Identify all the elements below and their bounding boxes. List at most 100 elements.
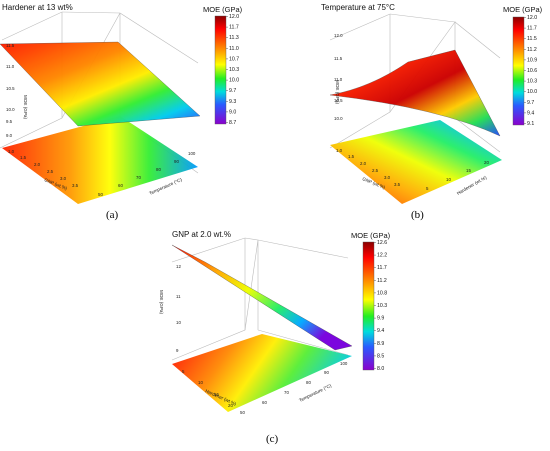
colorbar-tick-label: 9.4 [527, 110, 534, 116]
colorbar-tick-label: 11.0 [229, 46, 239, 52]
colorbar-tick-label: 12.2 [377, 253, 387, 259]
colorbar-tick-label: 10.0 [229, 78, 239, 84]
panel-c-response-surface [171, 244, 353, 351]
panel-b-y-tick: 20 [484, 160, 489, 165]
panel-b-label: (b) [411, 209, 424, 221]
panel-a: Hardener at 13 wt% MOE (GPa) 11.5 11.0 1… [0, 3, 243, 221]
panel-b-x-tick: 1.5 [348, 154, 355, 159]
colorbar-tick-label: 11.7 [527, 26, 537, 32]
panel-c-z-tick: 11 [176, 294, 181, 299]
panel-c-axes-frame [171, 237, 349, 361]
panel-c-colorbar-title: MOE (GPa) [351, 231, 391, 240]
colorbar-tick-label: 9.7 [229, 88, 236, 94]
panel-c: GNP at 2.0 wt.% MOE (GPa) 12 11 10 9 5 1… [159, 230, 391, 445]
panel-a-y-tick: 80 [156, 167, 161, 172]
panel-b-colorbar: MOE (GPa) 12.0 11.7 11.5 11.2 10.9 10.6 10.3 10… [503, 5, 543, 127]
panel-a-label: (a) [106, 209, 119, 221]
panel-b-z-tick: 10.5 [334, 98, 343, 103]
colorbar-tick-label: 9.0 [229, 109, 236, 115]
panel-c-x-tick: 5 [182, 369, 185, 374]
panel-a-z-tick: 11.5 [6, 43, 15, 48]
panel-b-y-tick: 15 [466, 168, 471, 173]
panel-b: Temperature at 75°C MOE (GPa) 12.0 11.5 … [321, 3, 543, 221]
panel-c-y-tick: 50 [240, 410, 245, 415]
panel-b-response-surface [329, 49, 501, 137]
colorbar-tick-label: 10.3 [229, 67, 239, 73]
panel-a-floor-contour [2, 116, 198, 204]
panel-a-title: Hardener at 13 wt% [2, 3, 73, 12]
panel-c-y-label: Temperature (°C) [298, 383, 332, 403]
panel-b-x-tick: 3.0 [384, 175, 391, 180]
colorbar-tick-label: 12.6 [377, 240, 387, 246]
panel-b-z-tick: 10.0 [334, 116, 343, 121]
panel-c-y-tick: 80 [306, 380, 311, 385]
panel-c-floor-contour [172, 334, 352, 412]
panel-b-z-tick: 12.0 [334, 33, 343, 38]
panel-b-x-tick: 2.0 [360, 161, 367, 166]
colorbar-tick-label: 8.0 [377, 366, 384, 372]
panel-a-y-tick: 70 [136, 175, 141, 180]
colorbar-tick-label: 8.5 [377, 353, 384, 359]
panel-b-colorbar-title: MOE (GPa) [503, 5, 543, 14]
panel-c-colorbar: MOE (GPa) 12.6 12.2 11.7 11.2 10.8 10.3 9.9 9.4… [351, 231, 391, 372]
colorbar-tick-label: 10.7 [229, 56, 239, 62]
panel-b-title: Temperature at 75°C [321, 3, 395, 12]
panel-c-y-tick: 70 [284, 390, 289, 395]
colorbar-tick-label: 11.7 [377, 265, 387, 271]
panel-a-x-tick: 2.0 [34, 162, 41, 167]
panel-c-y-tick: 90 [324, 370, 329, 375]
colorbar-tick-label: 10.8 [377, 290, 387, 296]
panel-b-z-tick: 11.5 [334, 56, 343, 61]
colorbar-tick-label: 10.0 [527, 89, 537, 95]
panel-a-colorbar: MOE (GPa) 12.0 11.7 11.3 11.0 10.7 10.3 10.0 9.… [203, 5, 243, 126]
colorbar-tick-label: 10.6 [527, 68, 537, 74]
colorbar-tick-label: 9.4 [377, 328, 384, 334]
panel-a-x-tick: 1.0 [8, 149, 15, 154]
panel-b-y-tick: 5 [426, 186, 429, 191]
colorbar-tick-label: 9.3 [229, 99, 236, 105]
panel-a-x-tick: 3.0 [60, 176, 67, 181]
colorbar-tick-label: 9.9 [377, 316, 384, 322]
panel-c-x-tick: 20 [228, 403, 233, 408]
colorbar-tick-label: 8.7 [229, 120, 236, 126]
panel-c-z-tick: 10 [176, 320, 181, 325]
panel-b-x-tick: 1.0 [336, 148, 343, 153]
panel-c-x-tick: 15 [214, 392, 219, 397]
panel-a-x-tick: 2.5 [47, 169, 54, 174]
panel-a-z-axis: MOE (GPa) 11.5 11.0 10.5 10.0 9.5 9.0 [6, 43, 28, 138]
panel-a-x-tick: 3.5 [72, 183, 79, 188]
colorbar-tick-label: 8.9 [377, 341, 384, 347]
panel-b-y-tick: 10 [446, 177, 451, 182]
colorbar-tick-label: 12.0 [229, 14, 239, 20]
panel-c-z-label: MOE (GPa) [159, 290, 164, 314]
panel-a-y-tick: 50 [98, 192, 103, 197]
colorbar-tick-label: 9.7 [527, 100, 534, 106]
colorbar-tick-label: 11.5 [527, 36, 537, 42]
panel-a-z-tick: 9.0 [6, 133, 13, 138]
colorbar-tick-label: 10.3 [527, 79, 537, 85]
panel-a-z-tick: 10.0 [6, 107, 15, 112]
panel-a-y-tick: 90 [174, 159, 179, 164]
panel-b-z-tick: 11.0 [334, 77, 343, 82]
colorbar-tick-label: 11.7 [229, 25, 239, 31]
panel-a-colorbar-title: MOE (GPa) [203, 5, 243, 14]
colorbar-tick-label: 11.2 [377, 278, 387, 284]
colorbar-tick-label: 11.2 [527, 47, 537, 53]
panel-b-colorbar-gradient [512, 16, 525, 126]
panel-b-floor-contour [330, 120, 502, 204]
panel-c-z-tick: 12 [176, 264, 181, 269]
panel-a-colorbar-gradient [214, 15, 227, 125]
panel-c-colorbar-gradient [362, 241, 375, 371]
panel-c-z-tick: 9 [176, 348, 179, 353]
colorbar-tick-label: 9.1 [527, 121, 534, 127]
panel-a-z-tick: 9.5 [6, 119, 13, 124]
panel-c-x-tick: 10 [198, 380, 203, 385]
panel-c-title: GNP at 2.0 wt.% [172, 230, 231, 239]
panel-c-z-axis: MOE (GPa) 12 11 10 9 [159, 264, 181, 353]
panel-a-y-tick: 60 [118, 183, 123, 188]
panel-a-response-surface [0, 41, 201, 127]
panel-a-y-tick: 100 [188, 151, 196, 156]
colorbar-tick-label: 10.9 [527, 57, 537, 63]
panel-c-y-tick: 60 [262, 400, 267, 405]
